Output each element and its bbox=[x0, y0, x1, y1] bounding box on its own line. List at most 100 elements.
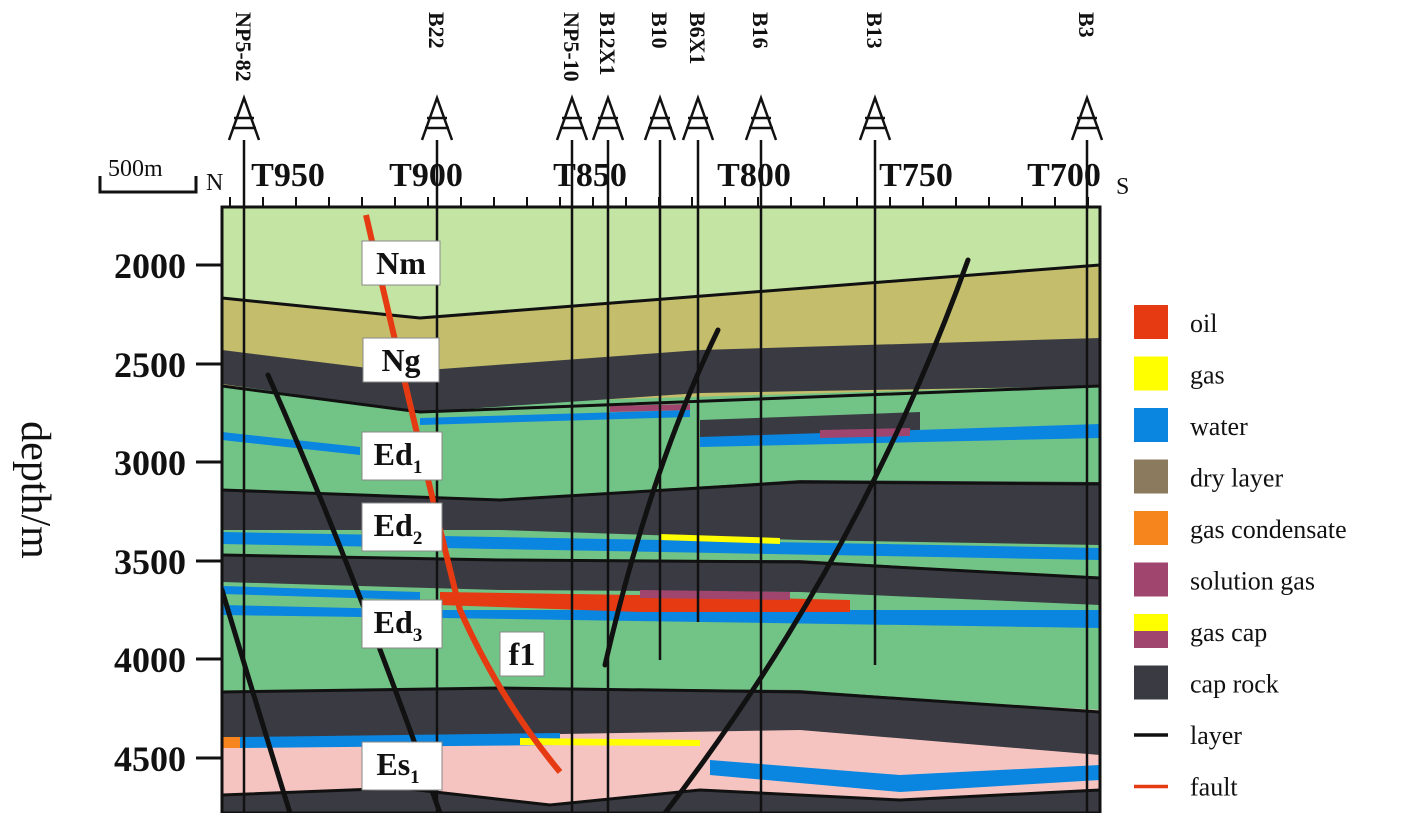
formation-labels: Nm Ng Ed1 Ed2 Ed3 Es1 f1 bbox=[361, 240, 545, 791]
depth-tick: 4000 bbox=[114, 640, 186, 680]
depth-axis: 2000 2500 3000 3500 4000 4500 bbox=[114, 246, 222, 779]
layer-line bbox=[222, 384, 1100, 414]
legend-label: dry layer bbox=[1190, 464, 1283, 493]
legend-swatch bbox=[1134, 459, 1168, 494]
legend-label: layer bbox=[1190, 721, 1242, 750]
legend-label: gas condensate bbox=[1190, 515, 1347, 544]
wells: NP5-82 B22 NP5-10 B12X1 B10 B6X1 B16 B13 B3 bbox=[227, 12, 1104, 813]
layer-line bbox=[222, 686, 1100, 714]
legend-swatch bbox=[1134, 665, 1168, 700]
legend-label: water bbox=[1190, 412, 1248, 441]
formation-label-ed3: Ed3 bbox=[361, 599, 443, 649]
well-np5-10: NP5-10 bbox=[555, 12, 589, 813]
legend-item-oil: oil bbox=[1134, 305, 1217, 339]
formation-text: Ed3 bbox=[374, 604, 423, 646]
trace-tick: T850 bbox=[553, 157, 627, 194]
legend-item-gas-cap: gas cap bbox=[1134, 614, 1267, 648]
scale-bar: 500m bbox=[98, 156, 198, 194]
derrick-icon bbox=[744, 94, 778, 141]
derrick-icon bbox=[643, 94, 677, 141]
cap-rock-band-5 bbox=[222, 788, 1100, 813]
formation-text: Ed1 bbox=[374, 436, 423, 478]
well-b3: B3 bbox=[1070, 12, 1104, 813]
trace-tick: T950 bbox=[251, 157, 325, 194]
trace-tick: T900 bbox=[389, 157, 463, 194]
derrick-icon bbox=[227, 94, 261, 141]
legend-swatch bbox=[1134, 511, 1168, 545]
fault-line-west bbox=[222, 587, 293, 813]
well-b12x1: B12X1 bbox=[591, 12, 625, 813]
well-label: B13 bbox=[862, 12, 887, 49]
layer-line bbox=[222, 553, 1100, 580]
depth-tick: 2000 bbox=[114, 246, 186, 286]
well-label: B12X1 bbox=[595, 12, 620, 76]
south-label: S bbox=[1116, 174, 1129, 200]
formation-text: Nm bbox=[376, 245, 426, 281]
well-b16: B16 bbox=[744, 12, 778, 813]
well-label: B16 bbox=[748, 12, 773, 49]
formation-label-ed1: Ed1 bbox=[361, 431, 443, 481]
well-label: NP5-82 bbox=[231, 12, 256, 82]
well-label: NP5-10 bbox=[559, 12, 584, 82]
well-label: B6X1 bbox=[685, 12, 710, 65]
legend-label: gas bbox=[1190, 361, 1225, 390]
layer-line bbox=[222, 263, 1100, 320]
well-b10: B10 bbox=[643, 12, 677, 660]
legend-swatch bbox=[1134, 305, 1168, 339]
legend-swatch bbox=[1134, 356, 1168, 391]
gas-zone-1 bbox=[660, 534, 780, 544]
layer-line bbox=[222, 480, 1100, 502]
derrick-icon bbox=[591, 94, 625, 141]
water-band-1 bbox=[222, 432, 360, 455]
derrick-icon bbox=[1070, 94, 1104, 141]
water-band-2 bbox=[420, 410, 690, 425]
trace-tick: T700 bbox=[1027, 157, 1101, 194]
well-b6x1: B6X1 bbox=[681, 12, 715, 622]
fault-f1 bbox=[363, 214, 563, 774]
gas-condensate-zone bbox=[222, 737, 240, 748]
trace-tick: T750 bbox=[879, 157, 953, 194]
y-axis-label: depth/m bbox=[12, 421, 58, 559]
legend-label: solution gas bbox=[1190, 567, 1315, 596]
formation-label-es1: Es1 bbox=[361, 741, 443, 791]
legend-swatch bbox=[1134, 408, 1168, 442]
scale-bar-label: 500m bbox=[108, 156, 163, 182]
water-band-5 bbox=[222, 586, 420, 600]
legend-label: oil bbox=[1190, 309, 1217, 338]
legend-item-layer: layer bbox=[1134, 721, 1242, 750]
solution-gas-2 bbox=[640, 590, 790, 600]
derrick-icon bbox=[858, 94, 892, 141]
derrick-icon bbox=[555, 94, 589, 141]
legend-item-gas: gas bbox=[1134, 356, 1225, 391]
solution-gas-3 bbox=[820, 428, 910, 438]
fault-label-text: f1 bbox=[509, 636, 536, 672]
legend-item-fault: fault bbox=[1134, 773, 1238, 802]
legend: oil gas water dry layer gas condensate soluti… bbox=[1134, 305, 1347, 802]
legend-item-gas-condensate: gas condensate bbox=[1134, 511, 1347, 545]
legend-swatch-top bbox=[1134, 614, 1168, 631]
well-label: B22 bbox=[424, 12, 449, 49]
legend-label: cap rock bbox=[1190, 670, 1279, 699]
oil-zone bbox=[440, 592, 850, 612]
depth-tick: 4500 bbox=[114, 739, 186, 779]
trace-labels: T950 T900 T850 T800 T750 T700 bbox=[251, 157, 1101, 194]
well-np5-82: NP5-82 bbox=[227, 12, 261, 813]
legend-item-cap-rock: cap rock bbox=[1134, 665, 1279, 700]
depth-tick: 3000 bbox=[114, 443, 186, 483]
derrick-icon bbox=[681, 94, 715, 141]
fault-label-f1: f1 bbox=[499, 631, 545, 677]
formation-label-nm: Nm bbox=[361, 240, 441, 286]
cap-rock-lens bbox=[700, 412, 920, 440]
well-label: B3 bbox=[1074, 12, 1099, 38]
legend-swatch-bottom bbox=[1134, 631, 1168, 648]
legend-item-solution-gas: solution gas bbox=[1134, 562, 1315, 597]
well-b13: B13 bbox=[858, 12, 892, 665]
legend-label: gas cap bbox=[1190, 618, 1267, 647]
formation-text: Ng bbox=[381, 342, 420, 378]
fault-line-3 bbox=[602, 327, 721, 668]
water-band-7 bbox=[240, 733, 560, 748]
formation-label-ng: Ng bbox=[362, 337, 440, 383]
formation-text: Es1 bbox=[376, 746, 419, 788]
